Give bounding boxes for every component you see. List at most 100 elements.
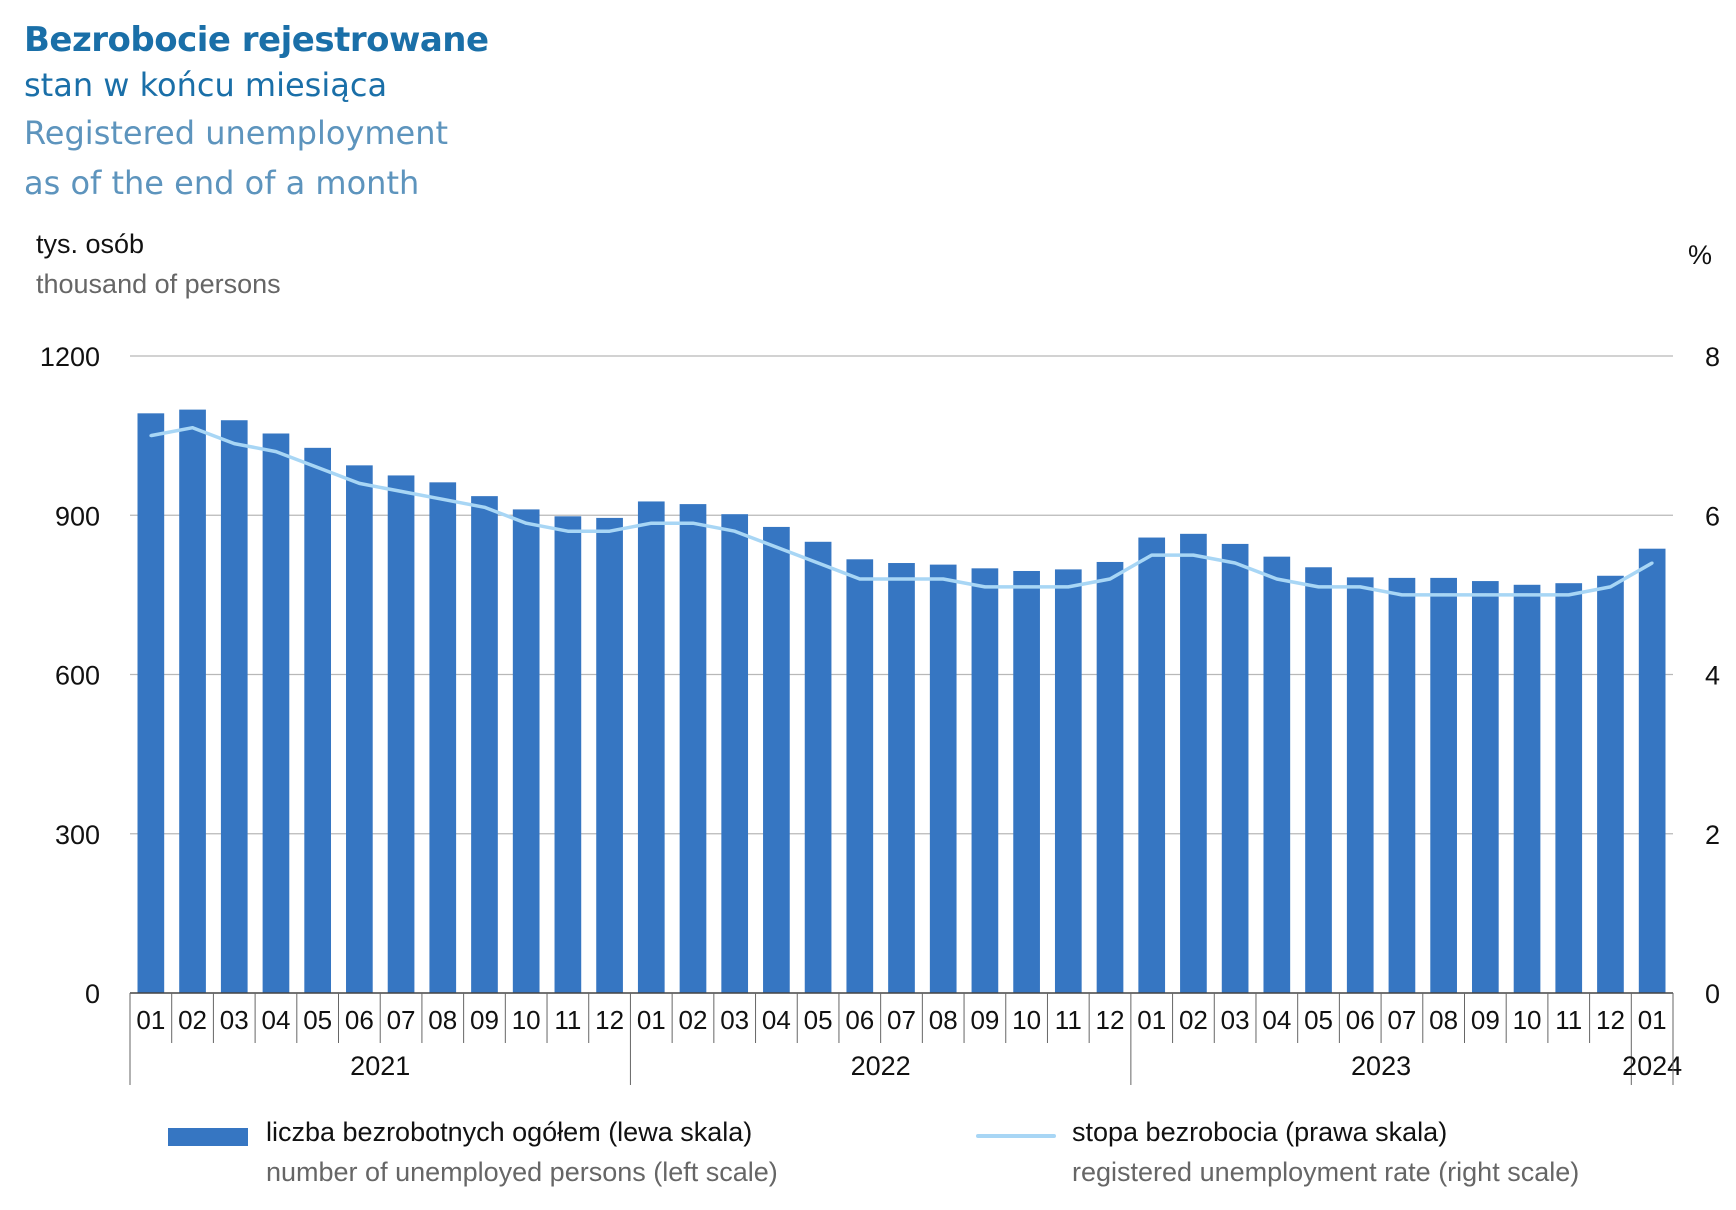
- rate-point: [983, 585, 987, 589]
- month-label: 07: [387, 1005, 416, 1035]
- month-label: 10: [1012, 1005, 1041, 1035]
- month-label: 09: [1471, 1005, 1500, 1035]
- chart-subtitle-en-1: Registered unemployment: [24, 114, 449, 152]
- rate-point: [566, 529, 570, 533]
- rate-point: [1483, 593, 1487, 597]
- legend-bar-swatch: [168, 1128, 248, 1146]
- rate-point: [399, 489, 403, 493]
- rate-point: [941, 577, 945, 581]
- bar: [804, 541, 832, 993]
- rate-point: [1317, 585, 1321, 589]
- right-tick-label: 6: [1705, 501, 1720, 531]
- rate-point: [900, 577, 903, 581]
- rate-point: [1650, 561, 1654, 565]
- month-label: 04: [261, 1005, 290, 1035]
- month-label: 06: [345, 1005, 374, 1035]
- bar: [637, 501, 665, 993]
- bar: [679, 504, 707, 993]
- year-label: 2023: [1351, 1051, 1411, 1081]
- month-label: 07: [887, 1005, 916, 1035]
- rate-point: [1400, 593, 1404, 597]
- month-label: 02: [679, 1005, 708, 1035]
- rate-point: [1191, 553, 1195, 557]
- month-label: 01: [136, 1005, 165, 1035]
- bar: [512, 509, 540, 993]
- month-label: 12: [1596, 1005, 1625, 1035]
- rate-point: [191, 426, 195, 430]
- rate-point: [774, 545, 778, 549]
- bar: [1305, 567, 1332, 993]
- bar: [1263, 556, 1291, 993]
- title-block: Bezrobocie rejestrowane stan w końcu mie…: [24, 18, 489, 208]
- bar: [1555, 583, 1583, 993]
- rate-point: [608, 529, 612, 533]
- left-axis-unit: tys. osób thousand of persons: [36, 224, 281, 304]
- month-label: 06: [845, 1005, 874, 1035]
- month-label: 09: [970, 1005, 999, 1035]
- month-label: 04: [1262, 1005, 1291, 1035]
- month-label: 04: [762, 1005, 791, 1035]
- month-label: 01: [1638, 1005, 1667, 1035]
- month-label: 05: [1304, 1005, 1333, 1035]
- bar: [1054, 569, 1082, 993]
- month-label: 03: [720, 1005, 749, 1035]
- bar: [346, 465, 373, 993]
- month-label: 10: [512, 1005, 541, 1035]
- bar: [554, 516, 582, 993]
- rate-point: [1358, 585, 1362, 589]
- month-label: 06: [1346, 1005, 1375, 1035]
- rate-point: [858, 577, 862, 581]
- bar: [1013, 570, 1040, 993]
- bar: [929, 564, 957, 993]
- month-label: 07: [1387, 1005, 1416, 1035]
- bar: [262, 433, 290, 993]
- bar: [387, 475, 415, 993]
- bar: [1513, 584, 1541, 993]
- year-label: 2024: [1622, 1051, 1682, 1081]
- month-label: 11: [554, 1005, 581, 1035]
- left-tick-label: 900: [55, 501, 100, 531]
- month-label: 09: [470, 1005, 499, 1035]
- legend-bars-label-en: number of unemployed persons (left scale…: [266, 1157, 778, 1187]
- rate-point: [691, 521, 695, 525]
- year-label: 2022: [851, 1051, 911, 1081]
- chart-subtitle-en-2: as of the end of a month: [24, 164, 420, 202]
- month-label: 08: [428, 1005, 457, 1035]
- right-axis-unit: %: [1688, 240, 1713, 270]
- right-tick-label: 0: [1705, 979, 1720, 1009]
- legend-line: stopa bezrobocia (prawa skala) registere…: [1072, 1112, 1579, 1192]
- rate-point: [1150, 553, 1154, 557]
- left-tick-label: 1200: [40, 342, 100, 372]
- left-tick-label: 300: [55, 820, 100, 850]
- bar: [596, 517, 623, 993]
- month-label: 02: [178, 1005, 207, 1035]
- bar: [304, 447, 332, 993]
- left-axis-unit-en: thousand of persons: [36, 269, 281, 299]
- bar: [1471, 581, 1499, 993]
- right-tick-label: 2: [1705, 820, 1720, 850]
- bar: [1138, 537, 1166, 993]
- left-axis-unit-pl: tys. osób: [36, 229, 145, 259]
- rate-point: [1567, 593, 1571, 597]
- month-label: 11: [1055, 1005, 1082, 1035]
- chart-title: Bezrobocie rejestrowane: [24, 20, 489, 60]
- bar: [471, 496, 498, 993]
- right-tick-label: 8: [1705, 342, 1720, 372]
- rate-point: [1442, 593, 1446, 597]
- month-label: 08: [1429, 1005, 1458, 1035]
- bar: [846, 559, 874, 993]
- bar: [1597, 575, 1624, 993]
- bar: [179, 409, 206, 994]
- legend-line-label-pl: stopa bezrobocia (prawa skala): [1072, 1117, 1448, 1147]
- bar: [1180, 533, 1207, 993]
- rate-point: [1608, 585, 1612, 589]
- legend-line-label-en: registered unemployment rate (right scal…: [1072, 1157, 1580, 1187]
- legend-line-swatch: [976, 1134, 1056, 1138]
- bar: [1430, 577, 1457, 993]
- rate-point: [274, 450, 278, 454]
- rate-point: [524, 521, 528, 525]
- month-label: 12: [1096, 1005, 1125, 1035]
- month-label: 05: [303, 1005, 332, 1035]
- rate-point: [816, 561, 820, 565]
